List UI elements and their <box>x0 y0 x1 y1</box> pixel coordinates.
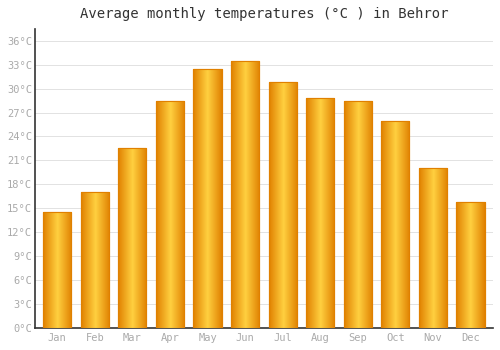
Bar <box>231 61 259 328</box>
Bar <box>382 121 409 328</box>
Bar <box>194 69 222 328</box>
Bar <box>456 202 484 328</box>
Bar <box>43 212 72 328</box>
Bar <box>156 101 184 328</box>
Bar <box>118 148 146 328</box>
Bar <box>194 69 222 328</box>
Bar <box>306 98 334 328</box>
Bar <box>419 168 447 328</box>
Bar <box>268 82 297 328</box>
Bar <box>382 121 409 328</box>
Bar <box>156 101 184 328</box>
Bar <box>306 98 334 328</box>
Bar <box>344 101 372 328</box>
Bar <box>80 192 109 328</box>
Bar <box>344 101 372 328</box>
Bar <box>80 192 109 328</box>
Bar <box>456 202 484 328</box>
Bar <box>419 168 447 328</box>
Bar <box>43 212 72 328</box>
Bar <box>268 82 297 328</box>
Title: Average monthly temperatures (°C ) in Behror: Average monthly temperatures (°C ) in Be… <box>80 7 448 21</box>
Bar <box>118 148 146 328</box>
Bar <box>231 61 259 328</box>
